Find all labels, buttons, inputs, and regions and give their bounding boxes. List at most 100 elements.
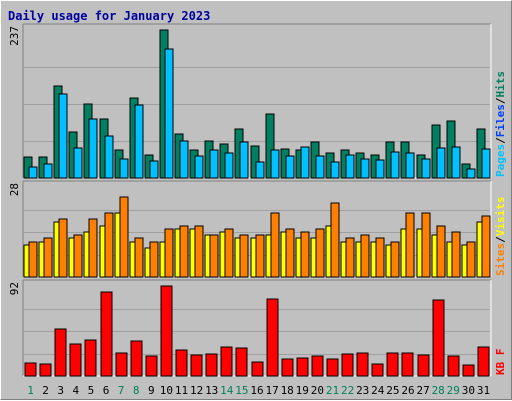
x-tick-label: 24 [371, 384, 385, 397]
bar-kb-f-day-2 [39, 363, 52, 377]
bar-sites-day-10 [164, 228, 174, 278]
legend-hits: Hits [494, 71, 507, 98]
bar-kb-f-day-12 [190, 354, 203, 377]
bar-sites-day-15 [239, 234, 249, 278]
bar-sites-day-3 [58, 218, 68, 278]
bar-sites-day-27 [421, 212, 431, 278]
legend-sites: Sites [494, 243, 507, 276]
bar-sites-day-25 [390, 241, 400, 278]
bar-hits-day-17 [265, 113, 275, 179]
bar-kb-f-day-5 [84, 339, 97, 377]
bar-files-day-16 [255, 161, 265, 179]
bar-kb-f-day-16 [251, 361, 264, 377]
bar-kb-f-day-20 [311, 355, 324, 377]
bar-files-day-18 [285, 155, 295, 179]
bar-files-day-5 [88, 118, 98, 179]
x-tick-label: 13 [205, 384, 218, 397]
bar-kb-f-day-8 [130, 340, 143, 377]
bar-files-day-9 [149, 160, 159, 179]
bar-sites-day-14 [224, 228, 234, 278]
bar-kb-f-day-7 [115, 352, 128, 377]
bar-sites-day-1 [28, 241, 38, 278]
x-tick-label: 4 [72, 384, 79, 397]
bar-files-day-27 [421, 158, 431, 179]
legend-separator: / [494, 97, 507, 104]
x-tick-label: 12 [190, 384, 203, 397]
bar-kb-f-day-18 [281, 358, 294, 377]
bar-files-day-14 [224, 152, 234, 179]
bar-sites-day-12 [194, 225, 204, 278]
bar-files-day-21 [330, 161, 340, 179]
bar-sites-day-11 [179, 225, 189, 278]
x-tick-label: 21 [326, 384, 339, 397]
bar-sites-day-19 [300, 231, 310, 278]
bar-files-day-2 [43, 163, 53, 179]
bar-sites-day-5 [88, 218, 98, 278]
bar-files-day-13 [209, 149, 219, 179]
bar-kb-f-day-19 [296, 357, 309, 377]
bar-files-day-23 [360, 158, 370, 179]
legend-separator: / [494, 137, 507, 144]
x-tick-label: 5 [88, 384, 95, 397]
bar-files-day-11 [179, 140, 189, 179]
x-tick-label: 19 [296, 384, 309, 397]
bar-kb-f-day-14 [220, 346, 233, 377]
legend-visits: Visits [494, 197, 507, 237]
panel-legend: Sites/Visits [494, 197, 507, 277]
x-tick-label: 3 [57, 384, 64, 397]
bar-kb-f-day-29 [447, 355, 460, 377]
bar-files-day-29 [451, 146, 461, 179]
x-tick-label: 14 [220, 384, 234, 397]
bar-kb-f-day-13 [205, 353, 218, 377]
x-tick-label: 10 [160, 384, 173, 397]
bar-kb-f-day-31 [477, 346, 490, 377]
x-tick-label: 11 [175, 384, 188, 397]
y-max-label: 28 [8, 183, 21, 196]
bar-files-day-4 [73, 147, 83, 179]
bar-files-day-20 [315, 155, 325, 179]
bar-kb-f-day-22 [341, 353, 354, 377]
bar-kb-f-day-10 [160, 285, 173, 377]
x-tick-label: 6 [103, 384, 110, 397]
bar-files-day-26 [405, 152, 415, 179]
x-tick-label: 15 [235, 384, 248, 397]
x-tick-label: 25 [386, 384, 399, 397]
bar-sites-day-2 [43, 237, 53, 278]
x-tick-label: 18 [281, 384, 294, 397]
bar-sites-day-28 [436, 225, 446, 278]
x-tick-label: 20 [311, 384, 324, 397]
bar-sites-day-13 [209, 234, 219, 278]
bar-files-day-28 [436, 147, 446, 179]
bar-sites-day-8 [134, 237, 144, 278]
bar-files-day-15 [239, 141, 249, 179]
x-tick-label: 1 [27, 384, 34, 397]
x-tick-label: 27 [416, 384, 429, 397]
bar-sites-day-4 [73, 234, 83, 278]
bar-files-day-12 [194, 155, 204, 179]
bar-kb-f-day-9 [145, 355, 158, 377]
panel-kbf: 92 KB F [8, 279, 507, 377]
x-tick-label: 8 [133, 384, 140, 397]
bar-files-day-30 [466, 168, 476, 179]
x-tick-label: 28 [432, 384, 445, 397]
bar-files-day-6 [104, 135, 114, 179]
bar-files-day-25 [390, 151, 400, 179]
bar-kb-f-day-1 [24, 362, 37, 377]
bar-sites-day-20 [315, 228, 325, 278]
x-tick-label: 7 [118, 384, 125, 397]
bar-kb-f-day-15 [235, 347, 248, 377]
bar-files-day-22 [345, 154, 355, 179]
y-max-label: 237 [8, 26, 21, 46]
bar-sites-day-22 [345, 237, 355, 278]
bar-kb-f-day-4 [69, 343, 82, 377]
bar-kb-f-day-11 [175, 349, 188, 377]
bar-files-day-24 [375, 159, 385, 179]
bar-sites-day-9 [149, 241, 159, 278]
bar-files-day-19 [300, 146, 310, 179]
bar-kb-f-day-17 [266, 298, 279, 377]
bar-sites-day-16 [255, 234, 265, 278]
bar-sites-day-21 [330, 202, 340, 278]
